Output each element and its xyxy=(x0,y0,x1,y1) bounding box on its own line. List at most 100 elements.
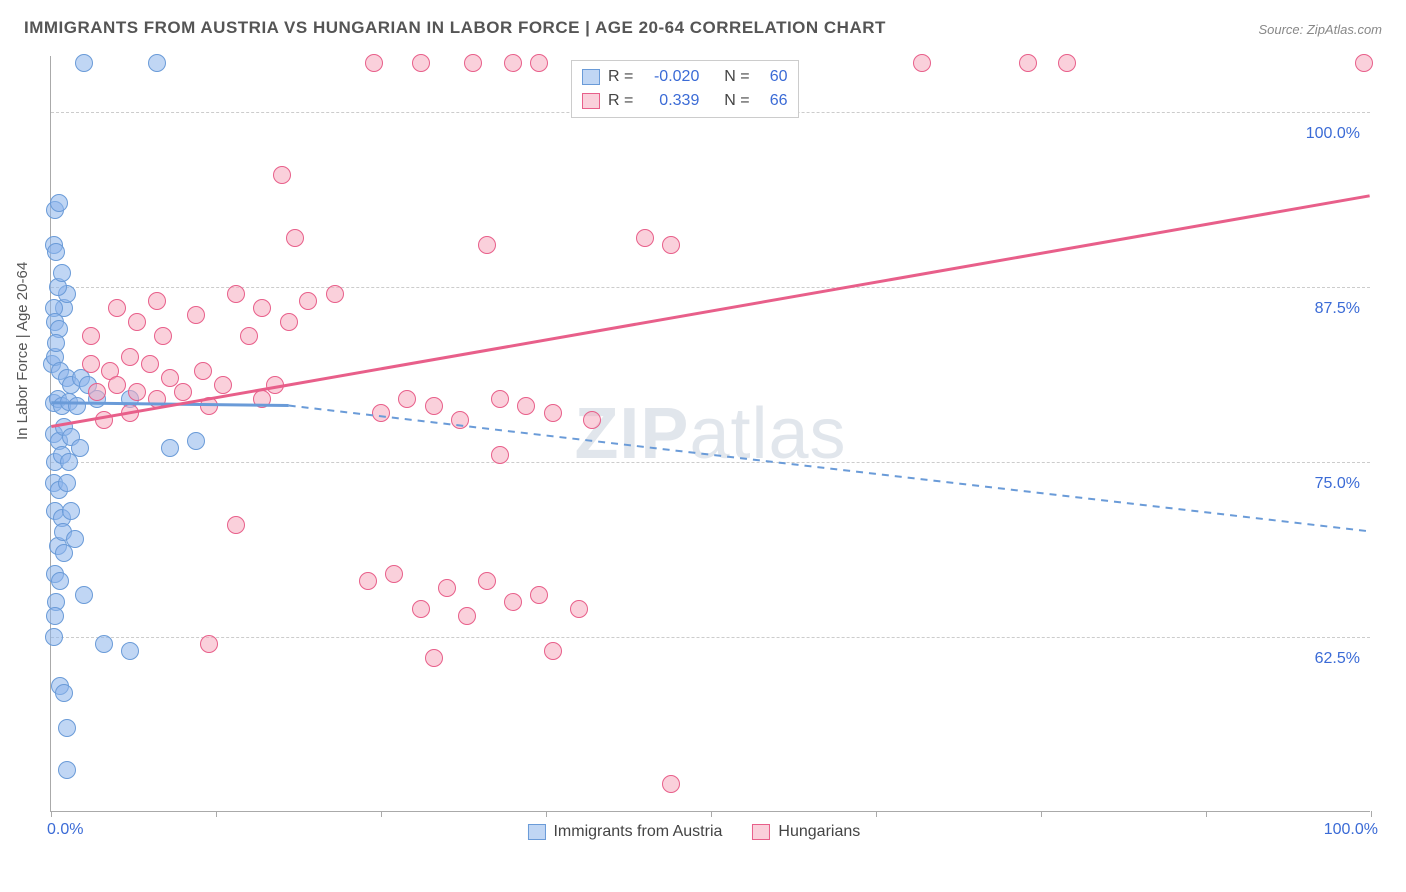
gridline xyxy=(51,287,1370,288)
x-tick-mark xyxy=(711,811,712,817)
r-value: -0.020 xyxy=(641,65,699,89)
x-axis-start-label: 0.0% xyxy=(47,821,83,839)
data-point xyxy=(464,54,482,72)
data-point xyxy=(108,376,126,394)
gridline xyxy=(51,462,1370,463)
y-tick-label: 87.5% xyxy=(1315,300,1360,318)
data-point xyxy=(299,292,317,310)
correlation-row: R = -0.020 N = 60 xyxy=(582,65,788,89)
data-point xyxy=(1355,54,1373,72)
n-value: 66 xyxy=(758,89,788,113)
data-point xyxy=(82,327,100,345)
data-point xyxy=(128,383,146,401)
data-point xyxy=(58,474,76,492)
x-tick-mark xyxy=(216,811,217,817)
data-point xyxy=(253,299,271,317)
data-point xyxy=(491,390,509,408)
data-point xyxy=(58,719,76,737)
data-point xyxy=(95,635,113,653)
data-point xyxy=(47,334,65,352)
data-point xyxy=(121,348,139,366)
data-point xyxy=(50,194,68,212)
n-value: 60 xyxy=(758,65,788,89)
data-point xyxy=(66,530,84,548)
legend-label: Immigrants from Austria xyxy=(553,823,722,841)
data-point xyxy=(148,54,166,72)
data-point xyxy=(62,502,80,520)
data-point xyxy=(68,397,86,415)
data-point xyxy=(570,600,588,618)
data-point xyxy=(372,404,390,422)
data-point xyxy=(128,313,146,331)
data-point xyxy=(273,166,291,184)
data-point xyxy=(227,285,245,303)
gridline xyxy=(51,637,1370,638)
data-point xyxy=(95,411,113,429)
series-legend: Immigrants from Austria Hungarians xyxy=(527,823,860,841)
data-point xyxy=(530,54,548,72)
legend-item: Hungarians xyxy=(752,823,860,841)
data-point xyxy=(108,299,126,317)
x-tick-mark xyxy=(546,811,547,817)
x-tick-mark xyxy=(1206,811,1207,817)
data-point xyxy=(71,439,89,457)
data-point xyxy=(385,565,403,583)
data-point xyxy=(187,306,205,324)
x-tick-mark xyxy=(51,811,52,817)
data-point xyxy=(227,516,245,534)
x-tick-mark xyxy=(876,811,877,817)
data-point xyxy=(326,285,344,303)
data-point xyxy=(58,761,76,779)
data-point xyxy=(544,404,562,422)
n-label: N = xyxy=(724,89,749,113)
y-axis-label: In Labor Force | Age 20-64 xyxy=(14,262,31,440)
data-point xyxy=(75,54,93,72)
data-point xyxy=(53,264,71,282)
data-point xyxy=(544,642,562,660)
data-point xyxy=(662,775,680,793)
data-point xyxy=(583,411,601,429)
data-point xyxy=(148,390,166,408)
data-point xyxy=(530,586,548,604)
data-point xyxy=(412,600,430,618)
legend-swatch xyxy=(527,824,545,840)
data-point xyxy=(200,635,218,653)
data-point xyxy=(438,579,456,597)
data-point xyxy=(174,383,192,401)
data-point xyxy=(82,355,100,373)
data-point xyxy=(154,327,172,345)
data-point xyxy=(478,572,496,590)
data-point xyxy=(425,649,443,667)
data-point xyxy=(286,229,304,247)
y-tick-label: 62.5% xyxy=(1315,650,1360,668)
data-point xyxy=(75,586,93,604)
r-label: R = xyxy=(608,89,633,113)
n-label: N = xyxy=(724,65,749,89)
x-tick-mark xyxy=(1041,811,1042,817)
data-point xyxy=(266,376,284,394)
data-point xyxy=(359,572,377,590)
data-point xyxy=(45,628,63,646)
plot-area: ZIPatlas 62.5%75.0%87.5%100.0% R =-0.020… xyxy=(50,56,1370,812)
legend-swatch xyxy=(752,824,770,840)
data-point xyxy=(121,642,139,660)
data-point xyxy=(504,593,522,611)
data-point xyxy=(458,607,476,625)
r-value: 0.339 xyxy=(641,89,699,113)
legend-swatch xyxy=(582,93,600,109)
data-point xyxy=(662,236,680,254)
data-point xyxy=(121,404,139,422)
legend-item: Immigrants from Austria xyxy=(527,823,722,841)
data-point xyxy=(478,236,496,254)
x-tick-mark xyxy=(1371,811,1372,817)
data-point xyxy=(398,390,416,408)
data-point xyxy=(200,397,218,415)
r-label: R = xyxy=(608,65,633,89)
data-point xyxy=(51,572,69,590)
x-axis-end-label: 100.0% xyxy=(1324,821,1378,839)
y-tick-label: 75.0% xyxy=(1315,475,1360,493)
data-point xyxy=(240,327,258,345)
data-point xyxy=(517,397,535,415)
data-point xyxy=(46,607,64,625)
regression-lines xyxy=(51,56,1370,811)
